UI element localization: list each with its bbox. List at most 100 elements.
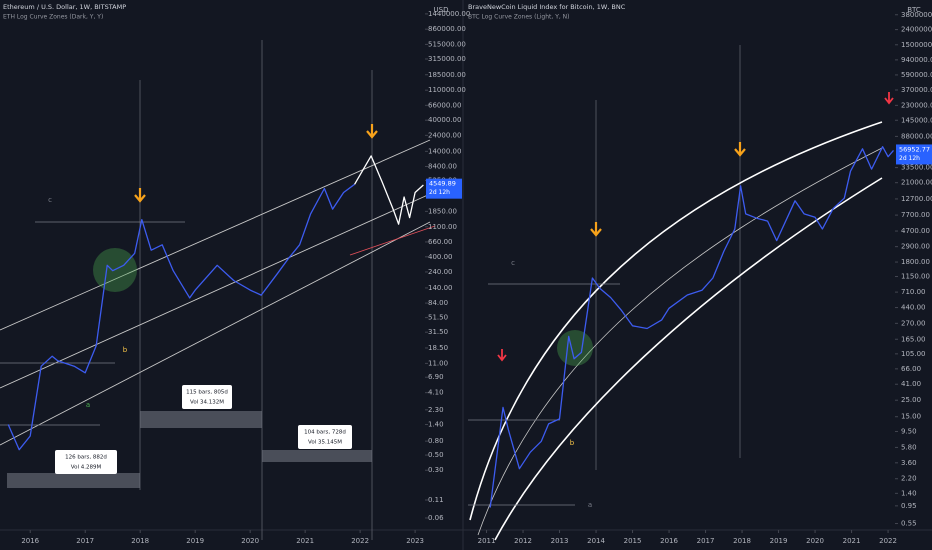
axis-unit: BTC (907, 6, 921, 14)
y-tick-label: 165.00 (901, 335, 926, 343)
left-drawings (0, 40, 436, 540)
channel-line (0, 139, 431, 331)
y-tick-label: 15.00 (901, 413, 921, 421)
x-tick-label: 2015 (624, 537, 642, 545)
range-box (7, 473, 140, 488)
price-line (489, 146, 894, 508)
x-tick-label: 2019 (186, 537, 204, 545)
chart-title: Ethereum / U.S. Dollar, 1W, BITSTAMP (3, 3, 126, 11)
x-tick-label: 2021 (843, 537, 861, 545)
y-tick-label: 24000.00 (428, 131, 461, 139)
bar-countdown: 2d 12h (429, 189, 450, 196)
measure-label: 126 bars, 882d (65, 455, 107, 461)
x-tick-label: 2013 (551, 537, 569, 545)
measure-box (298, 425, 352, 449)
x-tick-label: 2017 (76, 537, 94, 545)
y-tick-label: 515000.00 (428, 40, 466, 48)
y-tick-label: 1.40 (901, 489, 917, 497)
y-tick-label: 40000.00 (428, 116, 461, 124)
y-tick-label: 1100.00 (428, 223, 457, 231)
log-curve (469, 121, 883, 521)
y-tick-label: 41.00 (901, 380, 921, 388)
log-curve (477, 147, 883, 536)
x-tick-label: 2022 (879, 537, 897, 545)
y-tick-label: 1440000.00 (428, 10, 470, 18)
wave-label: a (588, 501, 592, 509)
y-tick-label: 2.20 (901, 475, 917, 483)
measure-box (55, 450, 117, 474)
y-tick-label: 0.30 (428, 466, 444, 474)
y-tick-label: 230000.00 (901, 101, 932, 109)
measure-label: Vol 34.132M (190, 400, 224, 406)
last-price-label: 4549.89 (429, 180, 456, 188)
wave-label: b (123, 346, 128, 354)
y-tick-label: 5.80 (901, 443, 917, 451)
y-tick-label: 11.00 (428, 359, 448, 367)
y-tick-label: 8400.00 (428, 162, 457, 170)
y-tick-label: 1500000.00 (901, 41, 932, 49)
y-tick-label: 9.50 (901, 427, 917, 435)
x-tick-label: 2018 (131, 537, 149, 545)
y-tick-label: 88000.00 (901, 132, 932, 140)
y-tick-label: 51.50 (428, 314, 448, 322)
channel-line (0, 221, 431, 446)
y-tick-label: 3.60 (901, 459, 917, 467)
axis-unit: USD (434, 6, 449, 14)
x-tick-label: 2016 (660, 537, 678, 545)
y-tick-label: 6.90 (428, 373, 444, 381)
y-tick-label: 110000.00 (428, 86, 466, 94)
y-tick-label: 1850.00 (428, 207, 457, 215)
measure-label: 104 bars, 728d (304, 430, 346, 436)
y-tick-label: 0.55 (901, 520, 917, 528)
chart-panel: Ethereum / U.S. Dollar, 1W, BITSTAMP ETH … (3, 3, 470, 545)
y-tick-label: 370000.00 (901, 86, 932, 94)
arrow-down (590, 222, 602, 237)
measure-box (182, 385, 232, 409)
x-tick-label: 2020 (806, 537, 824, 545)
y-tick-label: 1800.00 (901, 258, 930, 266)
measure-label: Vol 4.289M (71, 465, 102, 471)
x-tick-label: 2012 (514, 537, 532, 545)
x-tick-label: 2016 (21, 537, 39, 545)
y-tick-label: 440.00 (901, 304, 926, 312)
x-tick-label: 2022 (351, 537, 369, 545)
y-tick-label: 1150.00 (901, 273, 930, 281)
y-tick-label: 185000.00 (428, 71, 466, 79)
wave-label: a (86, 401, 90, 409)
y-tick-label: 31.50 (428, 328, 448, 336)
y-tick-label: 18.50 (428, 344, 448, 352)
y-tick-label: 660.00 (428, 238, 453, 246)
y-tick-label: 140.00 (428, 284, 453, 292)
measure-label: Vol 35.145M (308, 440, 342, 446)
y-tick-label: 315000.00 (428, 55, 466, 63)
y-tick-label: 84.00 (428, 299, 448, 307)
log-curve (494, 177, 883, 541)
x-tick-label: 2021 (296, 537, 314, 545)
x-tick-label: 2018 (733, 537, 751, 545)
wave-label: c (511, 259, 515, 267)
y-tick-label: 240.00 (428, 268, 453, 276)
highlight-circle (557, 330, 593, 366)
wave-label: c (48, 196, 52, 204)
y-tick-label: 21000.00 (901, 179, 932, 187)
y-tick-label: 1.40 (428, 421, 444, 429)
x-tick-label: 2011 (478, 537, 496, 545)
y-tick-label: 860000.00 (428, 25, 466, 33)
y-tick-label: 145000.00 (901, 116, 932, 124)
last-price-box (896, 144, 932, 165)
arrow-down (734, 142, 746, 157)
y-tick-label: 3800000.00 (901, 11, 932, 19)
red-line (349, 225, 436, 256)
x-tick-label: 2014 (587, 537, 605, 545)
arrow-down (134, 188, 146, 203)
y-tick-label: 12700.00 (901, 195, 932, 203)
x-tick-label: 2020 (241, 537, 259, 545)
arrow-down (884, 92, 894, 105)
y-tick-label: 4700.00 (901, 227, 930, 235)
arrow-down (366, 124, 378, 139)
indicator-label: ETH Log Curve Zones (Dark, Y, Y) (3, 14, 103, 21)
y-tick-label: 2900.00 (901, 243, 930, 251)
y-tick-label: 66000.00 (428, 101, 461, 109)
y-tick-label: 14000.00 (428, 147, 461, 155)
